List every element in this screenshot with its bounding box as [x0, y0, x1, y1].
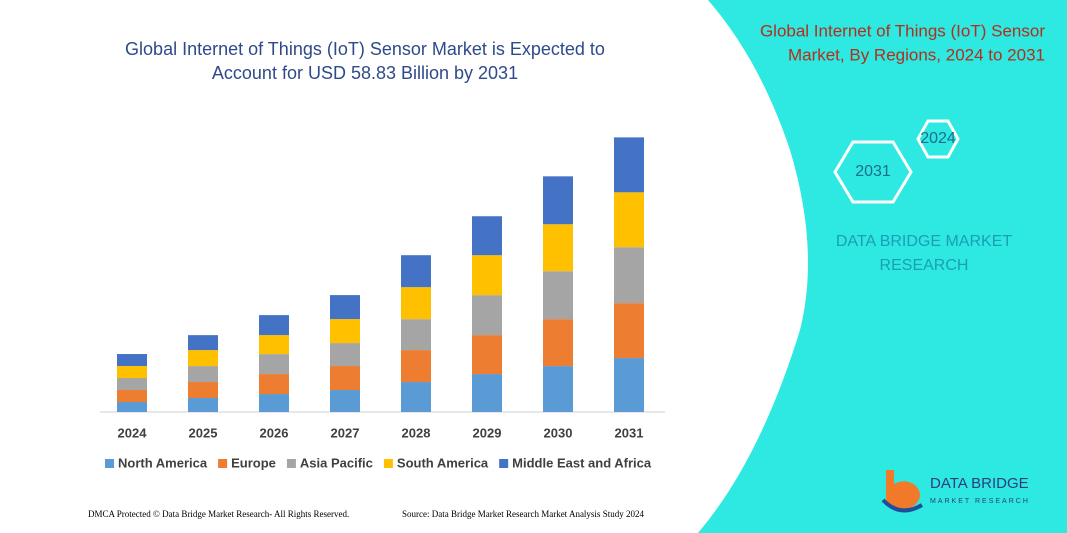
bar-segment — [472, 374, 502, 412]
bar-segment — [472, 335, 502, 375]
bar-segment — [188, 398, 218, 412]
logo-text: MARKET RESEARCH — [930, 498, 1030, 505]
bar-segment — [543, 224, 573, 272]
bar-segment — [543, 319, 573, 367]
x-tick-label: 2031 — [615, 425, 644, 440]
x-tick-label: 2030 — [544, 425, 573, 440]
bar-segment — [401, 319, 431, 351]
bar-segment — [259, 354, 289, 375]
bar-segment — [188, 382, 218, 398]
x-tick-label: 2028 — [402, 425, 431, 440]
bar-segment — [259, 315, 289, 336]
hexagon — [916, 119, 960, 159]
bar-segment — [330, 343, 360, 367]
bar-segment — [330, 390, 360, 412]
legend-label: Asia Pacific — [300, 455, 373, 470]
legend-label: South America — [397, 455, 489, 470]
bar-segment — [614, 247, 644, 304]
bar-segment — [401, 287, 431, 320]
bar-segment — [472, 295, 502, 336]
bar-segment — [117, 390, 147, 403]
logo-text: DATA BRIDGE — [930, 475, 1029, 492]
legend-swatch — [218, 459, 228, 468]
x-tick-label: 2024 — [118, 425, 148, 440]
bar-segment — [614, 192, 644, 248]
logo: DATA BRIDGE MARKET RESEARCH — [881, 470, 1030, 513]
bar-segment — [472, 255, 502, 296]
legend-swatch — [105, 459, 114, 468]
brand-text: DATA BRIDGE MARKET — [836, 233, 1013, 250]
chart-title: Global Internet of Things (IoT) Sensor M… — [125, 39, 605, 59]
bar-segment — [543, 366, 573, 412]
bar-segment — [401, 255, 431, 288]
x-tick-label: 2029 — [473, 425, 502, 440]
bar-segment — [117, 366, 147, 379]
legend-label: Europe — [231, 455, 276, 470]
bar-segment — [543, 271, 573, 320]
bar-segment — [259, 374, 289, 395]
bar-segment — [117, 354, 147, 367]
legend-swatch — [383, 459, 393, 468]
x-tick-label: 2027 — [331, 425, 360, 440]
bar-segment — [614, 303, 644, 359]
x-tick-label: 2026 — [260, 425, 289, 440]
legend-swatch — [499, 459, 509, 468]
bar-segment — [330, 319, 360, 344]
brand-text: RESEARCH — [880, 257, 969, 274]
bar-segment — [330, 366, 360, 391]
bar-segment — [188, 366, 218, 383]
bar-segment — [188, 350, 218, 367]
x-tick-label: 2025 — [189, 425, 218, 440]
bar-segment — [117, 402, 147, 412]
year-label: 2031 — [855, 163, 891, 180]
bar-segment — [330, 295, 360, 320]
bar-segment — [401, 350, 431, 383]
chart-title: Account for USD 58.83 Billion by 2031 — [212, 63, 518, 83]
bar-segment — [472, 216, 502, 256]
bar-segment — [543, 176, 573, 225]
logo-mark — [881, 498, 924, 513]
legend-label: North America — [118, 455, 208, 470]
bar-segment — [614, 358, 644, 412]
bar-segment — [259, 394, 289, 412]
bar-segment — [401, 382, 431, 412]
bar-segment — [259, 335, 289, 355]
footer-text: DMCA Protected © Data Bridge Market Rese… — [88, 509, 349, 519]
bar-segment — [614, 137, 644, 193]
bar-segment — [117, 378, 147, 391]
year-label: 2024 — [920, 130, 956, 147]
hexagon — [833, 140, 913, 204]
side-panel — [698, 0, 1067, 533]
legend-swatch — [286, 459, 296, 468]
legend-label: Middle East and Africa — [512, 455, 652, 470]
logo-mark — [886, 470, 920, 510]
panel-title: Global Internet of Things (IoT) Sensor — [760, 21, 1045, 40]
bar-segment — [188, 335, 218, 351]
footer-text: Source: Data Bridge Market Research Mark… — [402, 509, 644, 519]
panel-title: Market, By Regions, 2024 to 2031 — [788, 45, 1045, 64]
